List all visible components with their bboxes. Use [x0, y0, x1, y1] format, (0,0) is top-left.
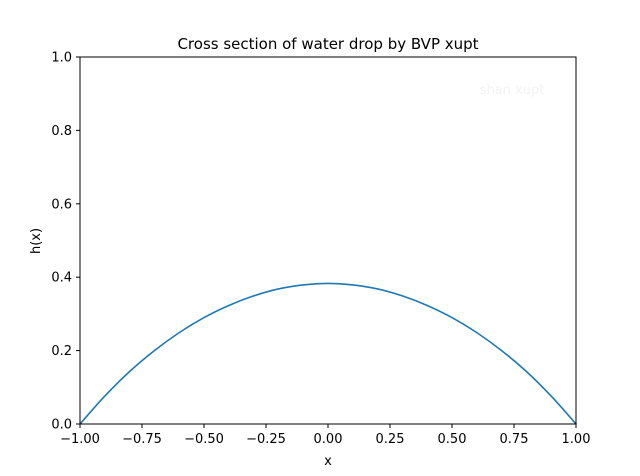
x-tick-label: 0.00: [314, 432, 343, 447]
x-axis-label: x: [324, 454, 332, 469]
y-tick-label: 0.0: [51, 418, 72, 433]
y-axis: 0.0 0.2 0.4 0.6 0.8 1.0: [51, 51, 80, 433]
series-layer: [79, 282, 577, 425]
x-tick-label: −1.00: [60, 432, 100, 447]
chart-title: Cross section of water drop by BVP xupt: [177, 35, 478, 53]
x-tick-label: 0.75: [500, 432, 529, 447]
series-line-0: [79, 282, 577, 425]
x-tick-label: 0.50: [438, 432, 467, 447]
x-axis: −1.00 −0.75 −0.50 −0.25 0.00 0.25 0.50 0.75 1.00: [60, 424, 590, 447]
plot-area: [80, 57, 576, 424]
y-tick-label: 0.4: [51, 271, 72, 286]
x-tick-label: 0.25: [376, 432, 405, 447]
x-tick-label: −0.75: [122, 432, 162, 447]
x-tick-label: 1.00: [562, 432, 591, 447]
watermark: shan xupt: [480, 83, 545, 98]
y-tick-label: 0.6: [51, 197, 72, 212]
plot-frame: [79, 56, 577, 425]
x-tick-label: −0.50: [184, 432, 224, 447]
y-tick-label: 0.8: [51, 124, 72, 139]
x-tick-label: −0.25: [246, 432, 286, 447]
y-tick-label: 0.2: [51, 344, 72, 359]
y-tick-label: 1.0: [51, 51, 72, 66]
y-axis-label: h(x): [29, 228, 44, 254]
